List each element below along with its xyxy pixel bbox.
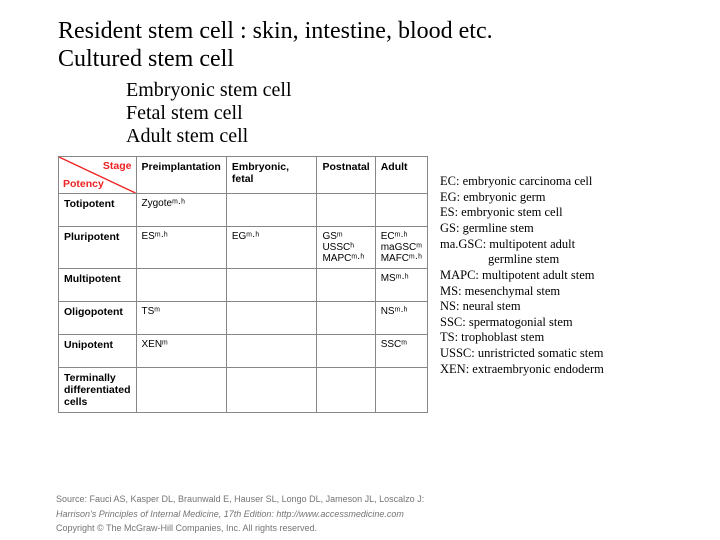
source-footer: Source: Fauci AS, Kasper DL, Braunwald E… <box>56 494 424 534</box>
diag-stage-label: Stage <box>103 160 132 172</box>
subtitle-block: Embryonic stem cell Fetal stem cell Adul… <box>126 79 680 148</box>
title-line-2: Cultured stem cell <box>58 46 680 74</box>
table-cell: NSᵐ·ʰ <box>375 302 427 335</box>
table-row: PluripotentESᵐ·ʰEGᵐ·ʰGSᵐ USSCʰ MAPCᵐ·ʰEC… <box>59 227 428 269</box>
footer-source-1: Source: Fauci AS, Kasper DL, Braunwald E… <box>56 494 424 505</box>
table-cell <box>226 269 317 302</box>
col-header: Adult <box>375 157 427 194</box>
legend-line: TS: trophoblast stem <box>440 330 604 346</box>
table-cell: EGᵐ·ʰ <box>226 227 317 269</box>
table-cell: MSᵐ·ʰ <box>375 269 427 302</box>
table-cell: TSᵐ <box>136 302 226 335</box>
abbreviation-legend: EC: embryonic carcinoma cellEG: embryoni… <box>440 156 604 377</box>
table-cell: ECᵐ·ʰ maGSCᵐ MAFCᵐ·ʰ <box>375 227 427 269</box>
table-row: Multipotent MSᵐ·ʰ <box>59 269 428 302</box>
table-cell: SSCᵐ <box>375 335 427 368</box>
legend-line: GS: germline stem <box>440 221 604 237</box>
row-label: Terminally differentiated cells <box>59 368 137 413</box>
table-row: OligopotentTSᵐ NSᵐ·ʰ <box>59 302 428 335</box>
legend-line: MS: mesenchymal stem <box>440 284 604 300</box>
legend-line: ES: embryonic stem cell <box>440 205 604 221</box>
table-cell: XENᵐ <box>136 335 226 368</box>
stem-cell-table: Stage Potency Preimplantation Embryonic,… <box>58 156 428 413</box>
legend-line: ma.GSC: multipotent adult <box>440 237 604 253</box>
legend-line: germline stem <box>440 252 604 268</box>
table-cell <box>317 368 375 413</box>
table-cell: ESᵐ·ʰ <box>136 227 226 269</box>
table-diagonal-header: Stage Potency <box>59 157 137 194</box>
col-header: Embryonic, fetal <box>226 157 317 194</box>
legend-line: MAPC: multipotent adult stem <box>440 268 604 284</box>
table-cell <box>375 368 427 413</box>
row-label: Totipotent <box>59 194 137 227</box>
legend-line: XEN: extraembryonic endoderm <box>440 362 604 378</box>
legend-line: USSC: unristricted somatic stem <box>440 346 604 362</box>
table-cell <box>136 269 226 302</box>
legend-line: SSC: spermatogonial stem <box>440 315 604 331</box>
table-cell <box>317 194 375 227</box>
legend-line: EG: embryonic germ <box>440 190 604 206</box>
table-row: Terminally differentiated cells <box>59 368 428 413</box>
footer-source-2: Harrison's Principles of Internal Medici… <box>56 509 424 520</box>
row-label: Oligopotent <box>59 302 137 335</box>
table-cell: GSᵐ USSCʰ MAPCᵐ·ʰ <box>317 227 375 269</box>
row-label: Pluripotent <box>59 227 137 269</box>
table-row: UnipotentXENᵐ SSCᵐ <box>59 335 428 368</box>
table-cell <box>226 368 317 413</box>
diag-potency-label: Potency <box>63 178 104 190</box>
table-cell <box>226 335 317 368</box>
footer-copyright: Copyright © The McGraw-Hill Companies, I… <box>56 523 424 534</box>
table-cell: Zygoteᵐ·ʰ <box>136 194 226 227</box>
table-cell <box>226 302 317 335</box>
subtitle-line-1: Embryonic stem cell <box>126 79 680 102</box>
table-cell <box>317 302 375 335</box>
subtitle-line-3: Adult stem cell <box>126 125 680 148</box>
row-label: Unipotent <box>59 335 137 368</box>
table-cell <box>317 335 375 368</box>
table-cell <box>375 194 427 227</box>
table-cell <box>136 368 226 413</box>
table-cell <box>317 269 375 302</box>
subtitle-line-2: Fetal stem cell <box>126 102 680 125</box>
title-block: Resident stem cell : skin, intestine, bl… <box>58 18 680 73</box>
title-line-1: Resident stem cell : skin, intestine, bl… <box>58 18 680 46</box>
legend-line: NS: neural stem <box>440 299 604 315</box>
table-cell <box>226 194 317 227</box>
table-row: TotipotentZygoteᵐ·ʰ <box>59 194 428 227</box>
legend-line: EC: embryonic carcinoma cell <box>440 174 604 190</box>
col-header: Postnatal <box>317 157 375 194</box>
col-header: Preimplantation <box>136 157 226 194</box>
row-label: Multipotent <box>59 269 137 302</box>
